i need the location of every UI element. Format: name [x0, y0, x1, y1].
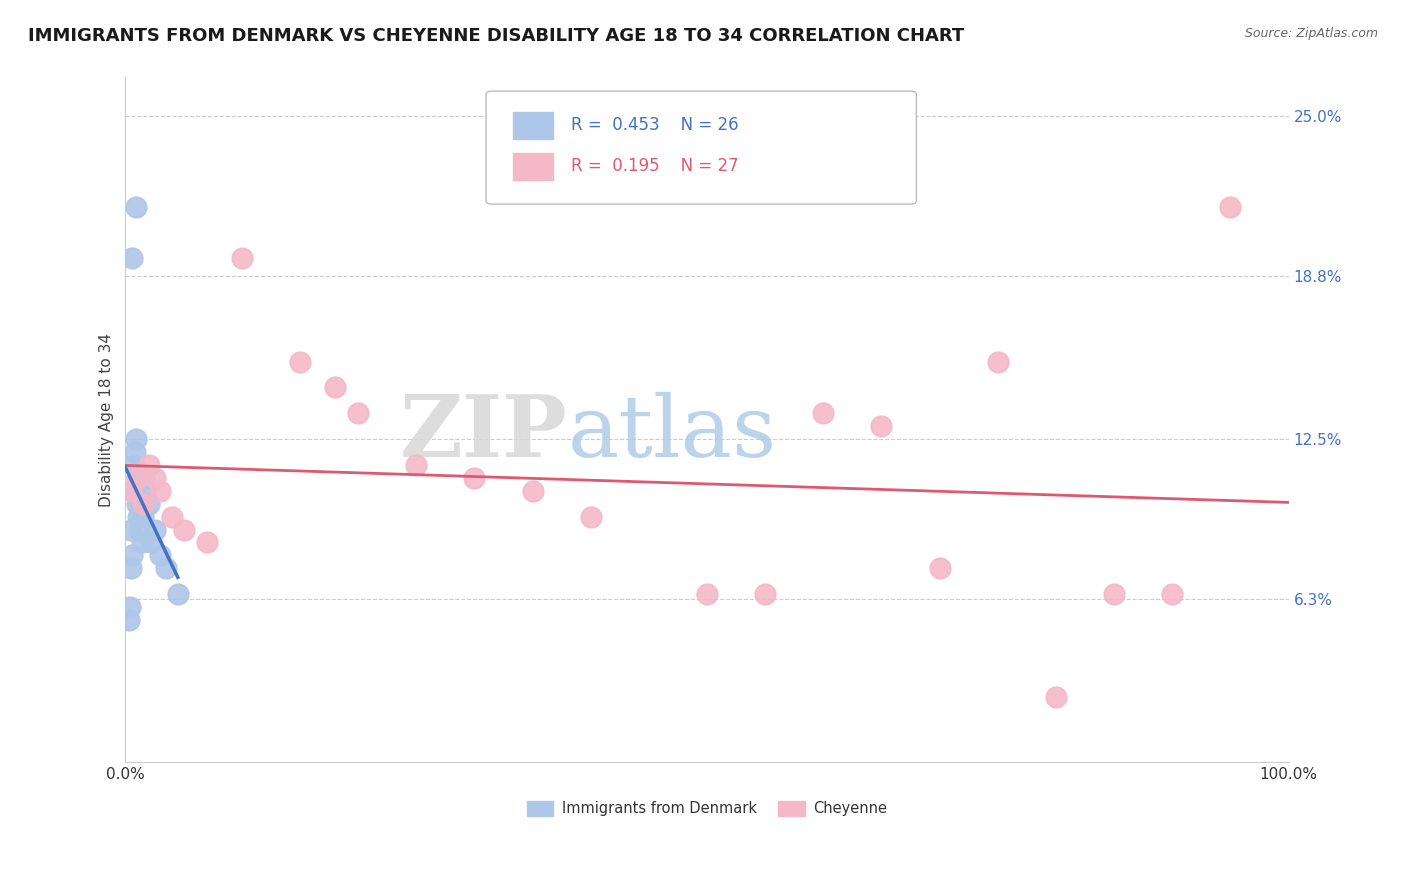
Text: atlas: atlas [568, 392, 776, 475]
Point [124, 445, 146, 459]
Point [347, 406, 370, 420]
Point [127, 471, 149, 485]
Point [121, 549, 143, 563]
Point [870, 419, 893, 434]
Point [166, 587, 188, 601]
Point [143, 523, 166, 537]
Point [122, 458, 145, 472]
Point [129, 497, 152, 511]
Point [127, 471, 149, 485]
Text: R =  0.453    N = 26: R = 0.453 N = 26 [571, 116, 738, 135]
Point [128, 523, 150, 537]
Point [813, 406, 835, 420]
FancyBboxPatch shape [513, 153, 554, 180]
Point [132, 471, 155, 485]
Point [160, 509, 183, 524]
Text: ZIP: ZIP [399, 392, 568, 475]
Point [155, 561, 177, 575]
Point [120, 483, 142, 498]
Point [928, 561, 950, 575]
Legend: Immigrants from Denmark, Cheyenne: Immigrants from Denmark, Cheyenne [519, 793, 894, 823]
Point [579, 509, 602, 524]
Point [132, 497, 155, 511]
Point [118, 613, 141, 627]
Point [522, 483, 544, 498]
Point [405, 458, 427, 472]
Point [149, 483, 172, 498]
Point [323, 380, 346, 394]
FancyBboxPatch shape [513, 112, 554, 139]
Point [1219, 200, 1241, 214]
Point [125, 200, 148, 214]
Point [139, 535, 162, 549]
Point [143, 471, 166, 485]
Point [121, 252, 143, 266]
Point [131, 535, 153, 549]
Point [122, 483, 145, 498]
Point [132, 509, 155, 524]
Point [127, 509, 149, 524]
Text: Source: ZipAtlas.com: Source: ZipAtlas.com [1244, 27, 1378, 40]
Point [134, 483, 156, 498]
Point [288, 354, 311, 368]
Text: R =  0.195    N = 27: R = 0.195 N = 27 [571, 158, 738, 176]
FancyBboxPatch shape [486, 91, 917, 204]
Point [149, 549, 172, 563]
Point [463, 471, 485, 485]
Point [1045, 690, 1067, 705]
Point [120, 523, 142, 537]
Point [987, 354, 1010, 368]
Point [754, 587, 776, 601]
Point [696, 587, 718, 601]
Point [173, 523, 195, 537]
Point [138, 497, 160, 511]
Text: IMMIGRANTS FROM DENMARK VS CHEYENNE DISABILITY AGE 18 TO 34 CORRELATION CHART: IMMIGRANTS FROM DENMARK VS CHEYENNE DISA… [28, 27, 965, 45]
Point [231, 252, 253, 266]
Point [1102, 587, 1125, 601]
Point [1161, 587, 1184, 601]
Point [120, 600, 142, 615]
Y-axis label: Disability Age 18 to 34: Disability Age 18 to 34 [100, 333, 114, 507]
Point [120, 561, 142, 575]
Point [138, 458, 160, 472]
Point [195, 535, 218, 549]
Point [125, 432, 148, 446]
Point [127, 497, 149, 511]
